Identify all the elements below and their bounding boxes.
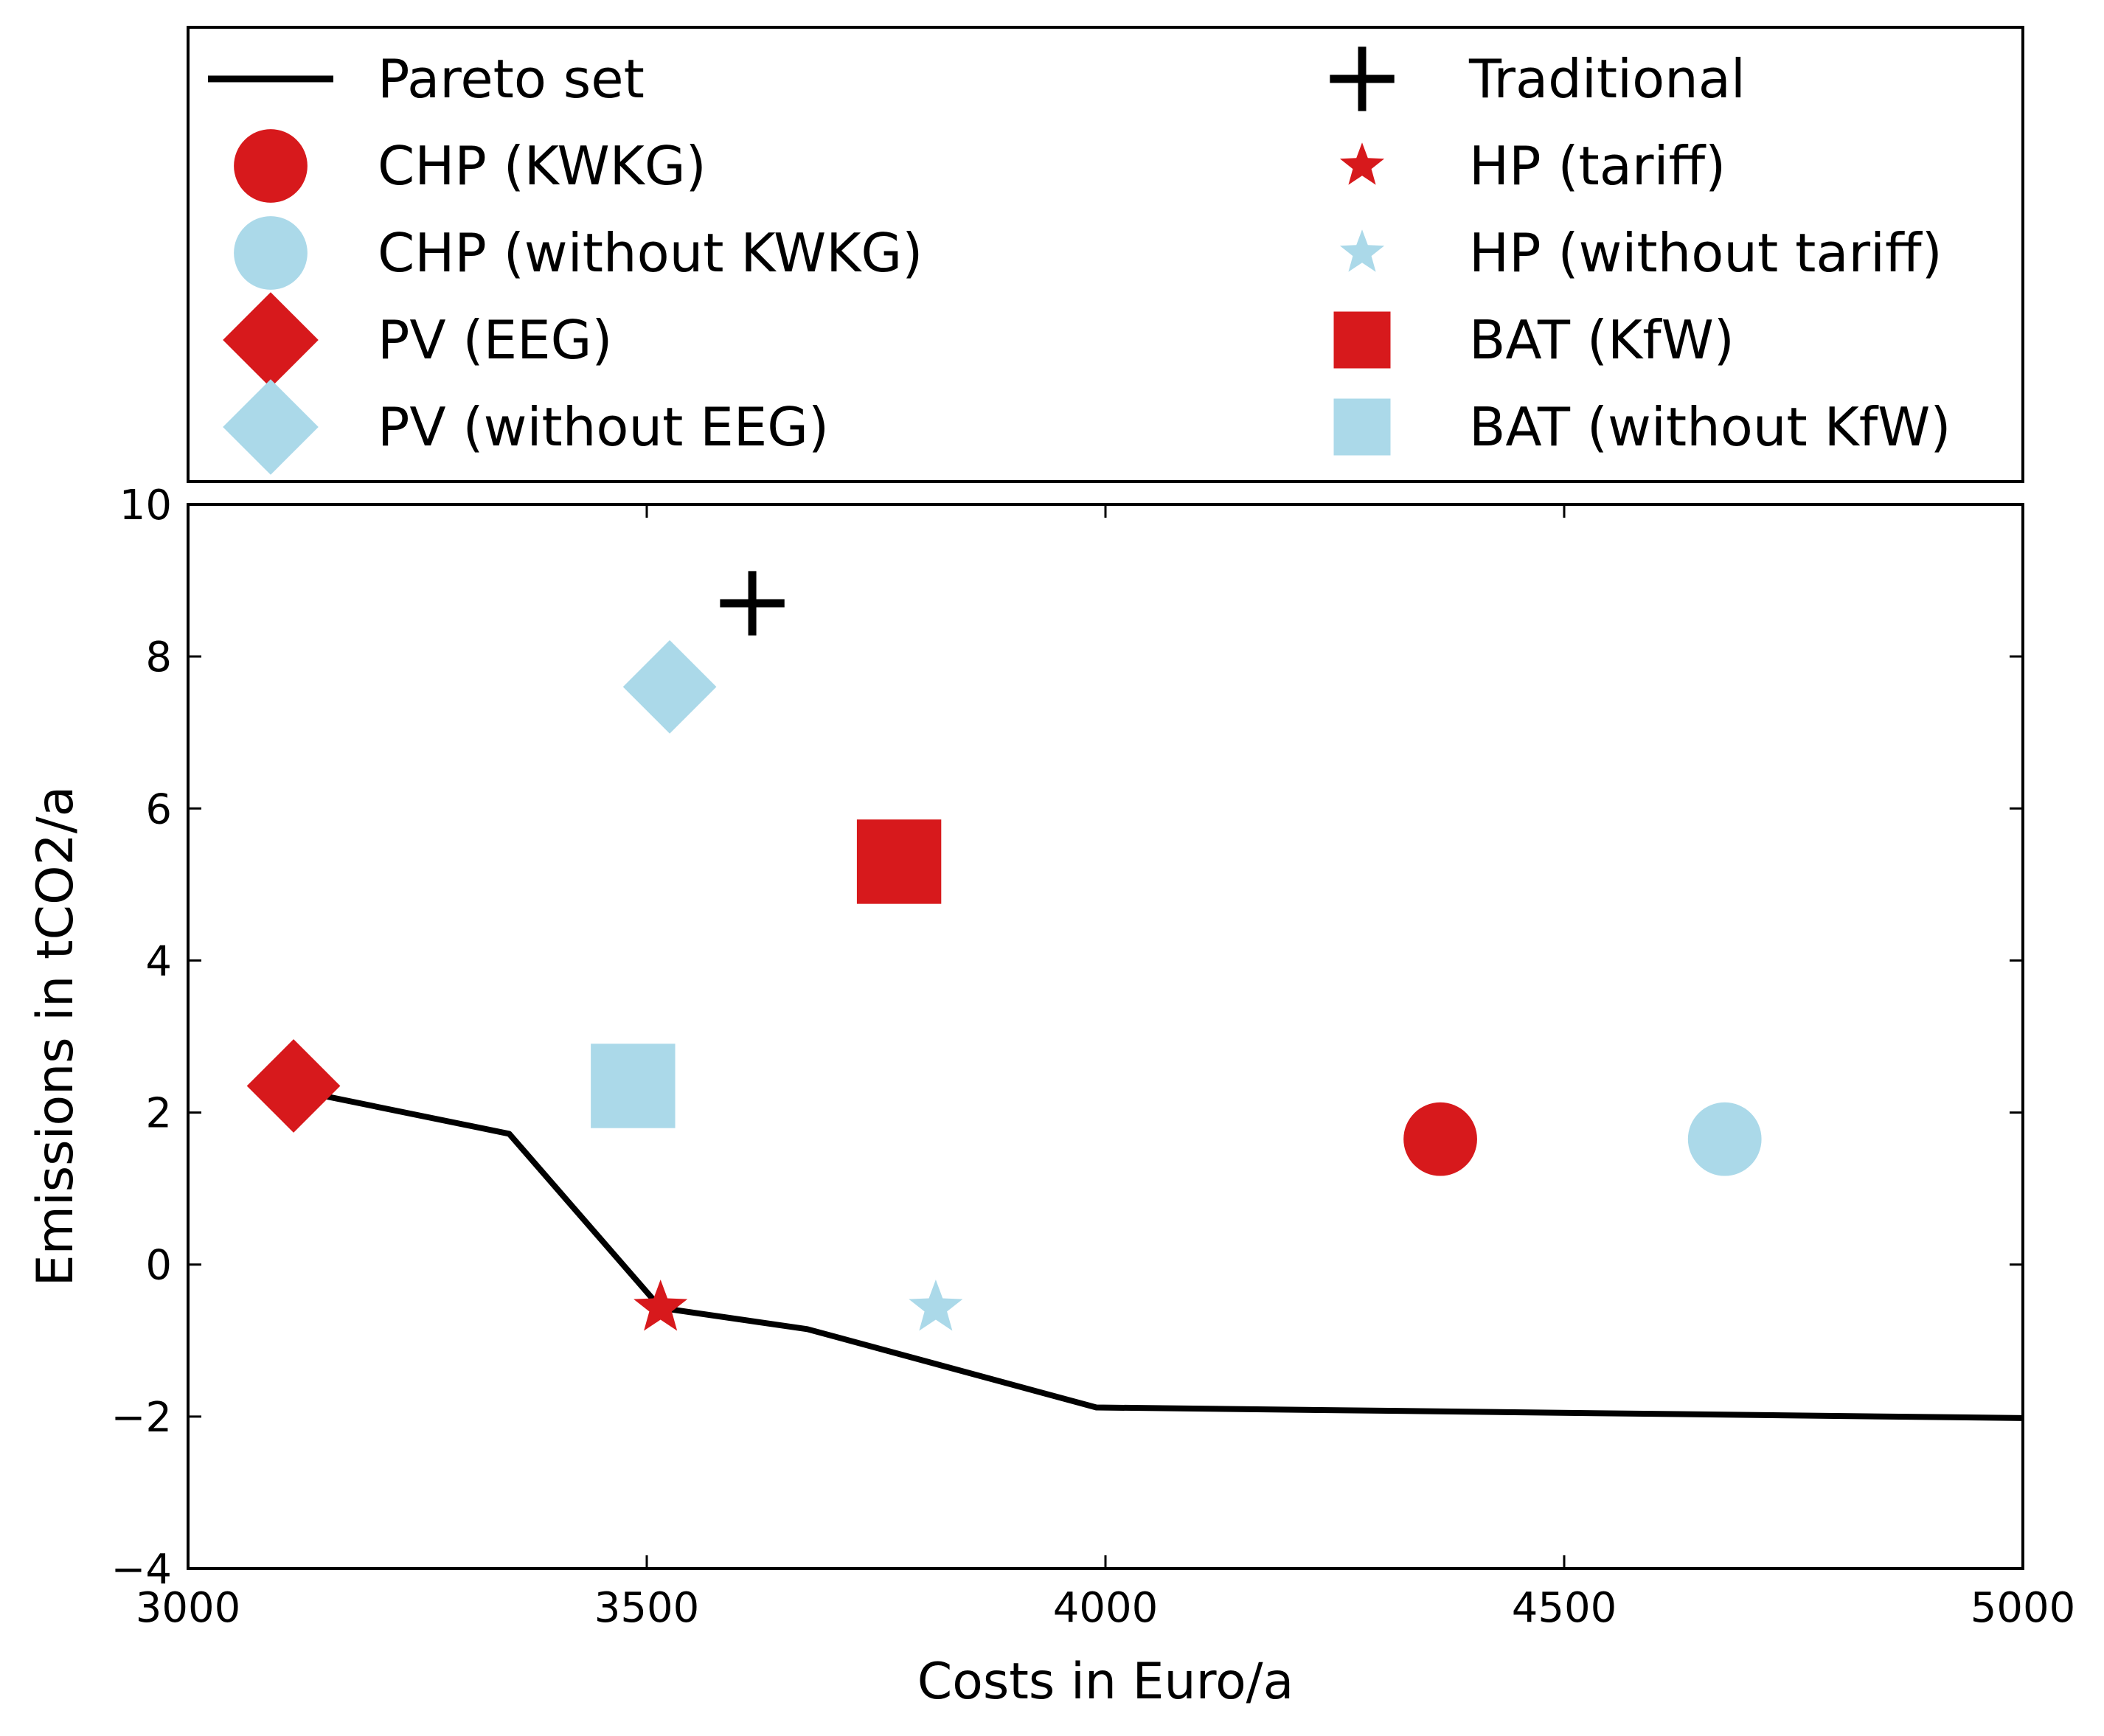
y-tick-label: −2: [111, 1394, 172, 1442]
point-bat-kfw: [856, 819, 942, 904]
y-tick-label: −4: [111, 1546, 172, 1594]
legend-label-hp-tariff: HP (tariff): [1469, 135, 1726, 197]
y-tick-label: 6: [145, 785, 172, 833]
legend-label-pv-without-eeg: PV (without EEG): [378, 396, 829, 458]
legend-label-bat-without-kfw: BAT (without KfW): [1469, 396, 1951, 458]
legend-label-bat-kfw: BAT (KfW): [1469, 309, 1735, 371]
legend-label-pv-eeg: PV (EEG): [378, 309, 613, 371]
legend-label-hp-without-tariff: HP (without tariff): [1469, 222, 1942, 284]
y-axis-label: Emissions in tCO2/a: [27, 786, 85, 1287]
point-hp-tariff: [633, 1280, 688, 1331]
legend-marker-bat-kfw: [1333, 311, 1391, 369]
x-tick-label: 3000: [136, 1584, 241, 1632]
legend-label-pareto-set: Pareto set: [378, 48, 645, 110]
point-traditional: [720, 571, 785, 636]
x-tick-label: 3500: [594, 1584, 700, 1632]
plot-area: 3000 3500 4000 4500 5000 −4 −2 0 2 4 6 8 10: [111, 482, 2075, 1632]
legend-marker-pv-without-eeg: [223, 379, 319, 475]
point-bat-without-kfw: [591, 1044, 676, 1128]
y-tick-label: 4: [145, 937, 172, 985]
x-tick-label: 5000: [1971, 1584, 2076, 1632]
legend-label-chp-kwkg: CHP (KWKG): [378, 135, 706, 197]
point-chp-kwkg: [1403, 1102, 1477, 1176]
legend-marker-chp-without-kwkg: [234, 216, 308, 290]
legend-marker-bat-without-kfw: [1333, 398, 1391, 456]
y-tick-label: 2: [145, 1090, 172, 1138]
y-tick-label: 10: [119, 482, 172, 530]
legend: Pareto set CHP (KWKG) CHP (without KWKG) PV…: [187, 26, 2024, 483]
legend-label-traditional: Traditional: [1468, 48, 1746, 110]
point-hp-without-tariff: [909, 1280, 963, 1331]
legend-marker-hp-without-tariff: [1339, 229, 1385, 272]
x-tick-label: 4000: [1053, 1584, 1159, 1632]
x-tick-label: 4500: [1512, 1584, 1617, 1632]
point-pv-without-eeg: [622, 640, 717, 734]
point-chp-without-kwkg: [1687, 1102, 1762, 1176]
y-tick-label: 0: [145, 1242, 172, 1290]
legend-label-chp-without-kwkg: CHP (without KWKG): [378, 222, 923, 284]
x-axis-label: Costs in Euro/a: [917, 1653, 1294, 1711]
legend-marker-hp-tariff: [1339, 142, 1385, 185]
y-tick-label: 8: [145, 633, 172, 681]
legend-marker-pv-eeg: [223, 292, 319, 388]
legend-marker-chp-kwkg: [234, 129, 308, 203]
legend-frame: [187, 26, 2024, 483]
point-pv-eeg: [246, 1039, 341, 1133]
pareto-set-line: [293, 1086, 2024, 1421]
legend-marker-traditional: [1330, 46, 1395, 111]
